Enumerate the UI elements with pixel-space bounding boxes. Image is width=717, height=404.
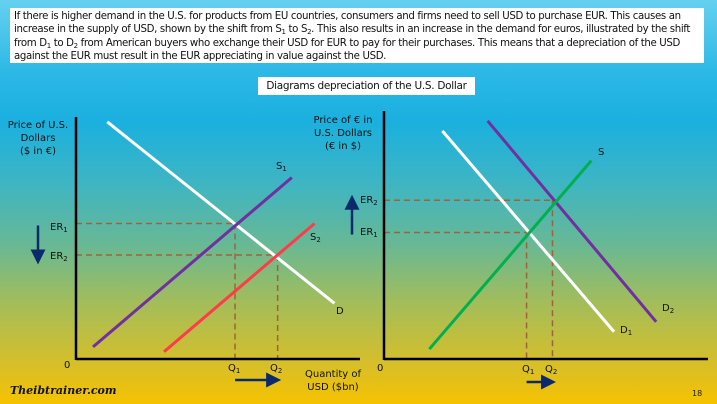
left-x-axis-label: Quantity of USD ($bn)	[298, 368, 368, 394]
curve-d2	[486, 119, 658, 323]
t: Q	[270, 363, 278, 374]
text: to S	[285, 24, 308, 36]
sub: 1	[46, 41, 51, 50]
t: ER	[360, 195, 374, 206]
logo: Theibtrainer.com	[10, 384, 117, 397]
s: 1	[373, 231, 378, 239]
text: from American buyers who exchange their …	[14, 37, 681, 63]
curve-s1	[92, 176, 293, 349]
t: ER	[50, 222, 64, 233]
t: Q	[522, 364, 530, 375]
left-er1-label: ER1	[50, 221, 68, 234]
sub: 2	[307, 28, 312, 37]
ylabel-line: Price of € in	[313, 115, 373, 126]
diagram-title: Diagrams depreciation of the U.S. Dollar	[258, 77, 475, 95]
right-origin: 0	[377, 363, 384, 374]
s: 1	[529, 368, 535, 376]
right-y-axis-label: Price of € in U.S. Dollars (€ in $)	[306, 114, 380, 153]
ylabel-line: Dollars	[20, 133, 56, 144]
d2-label: D2	[662, 303, 675, 315]
text: If there is higher demand in the U.S. fo…	[14, 11, 681, 36]
s: 2	[373, 199, 378, 207]
curve-d	[106, 120, 336, 305]
s: 2	[277, 367, 283, 375]
right-q2-label: Q2	[545, 363, 557, 376]
xlabel-line: USD ($bn)	[307, 382, 359, 393]
sub: 1	[281, 28, 286, 37]
s: 2	[552, 368, 558, 376]
d1-label: D1	[620, 325, 633, 337]
text: to D	[50, 37, 74, 49]
t: ER	[360, 227, 374, 238]
ylabel-line: (€ in $)	[324, 141, 361, 152]
s-label: S	[598, 147, 605, 158]
right-er2-label: ER2	[360, 194, 378, 207]
t: Q	[545, 364, 553, 375]
left-er2-label: ER2	[50, 250, 68, 263]
ylabel-line: Price of U.S.	[7, 120, 69, 131]
s2-label: S2	[310, 232, 321, 244]
left-q1-label: Q1	[228, 362, 240, 375]
left-y-axis-label: Price of U.S. Dollars ($ in €)	[4, 119, 72, 158]
left-origin: 0	[64, 360, 71, 371]
s: 1	[63, 226, 68, 234]
right-q1-label: Q1	[522, 363, 534, 376]
sub: 2	[73, 41, 78, 50]
curve-s2	[163, 222, 316, 353]
s: 2	[63, 255, 68, 263]
right-er1-label: ER1	[360, 226, 378, 239]
t: ER	[50, 251, 64, 262]
page-number: 18	[692, 389, 703, 398]
ylabel-line: U.S. Dollars	[313, 128, 373, 139]
left-q2-label: Q2	[270, 362, 282, 375]
xlabel-line: Quantity of	[304, 369, 362, 380]
s1-label: S1	[276, 161, 287, 173]
ylabel-line: ($ in €)	[19, 146, 56, 157]
t: Q	[228, 363, 236, 374]
text: . This also results in an increase in th…	[14, 24, 690, 49]
curve-d1	[441, 129, 616, 333]
d-label: D	[336, 306, 344, 317]
s: 1	[235, 367, 241, 375]
curve-s	[428, 159, 593, 351]
explanation-text: If there is higher demand in the U.S. fo…	[10, 8, 704, 63]
